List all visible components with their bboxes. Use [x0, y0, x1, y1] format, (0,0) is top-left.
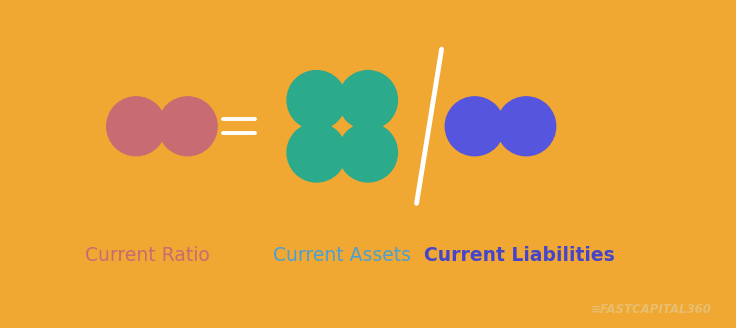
Ellipse shape: [287, 71, 346, 130]
Text: Current Assets: Current Assets: [273, 246, 411, 265]
Ellipse shape: [339, 71, 397, 130]
Ellipse shape: [287, 123, 346, 182]
Ellipse shape: [445, 97, 504, 156]
Text: ≡FASTCAPITAL360: ≡FASTCAPITAL360: [591, 303, 712, 317]
Ellipse shape: [107, 97, 166, 156]
Ellipse shape: [158, 97, 217, 156]
Ellipse shape: [497, 97, 556, 156]
Text: Current Ratio: Current Ratio: [85, 246, 210, 265]
Ellipse shape: [339, 123, 397, 182]
Text: Current Liabilities: Current Liabilities: [423, 246, 615, 265]
